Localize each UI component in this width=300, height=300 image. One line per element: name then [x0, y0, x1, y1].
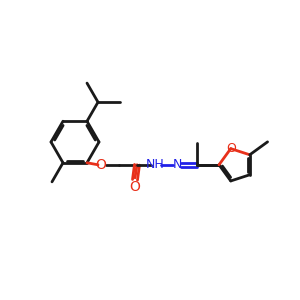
Text: O: O — [130, 180, 140, 194]
Text: O: O — [226, 142, 236, 155]
Text: O: O — [96, 158, 106, 172]
Text: N: N — [172, 158, 182, 171]
Text: NH: NH — [146, 158, 164, 171]
